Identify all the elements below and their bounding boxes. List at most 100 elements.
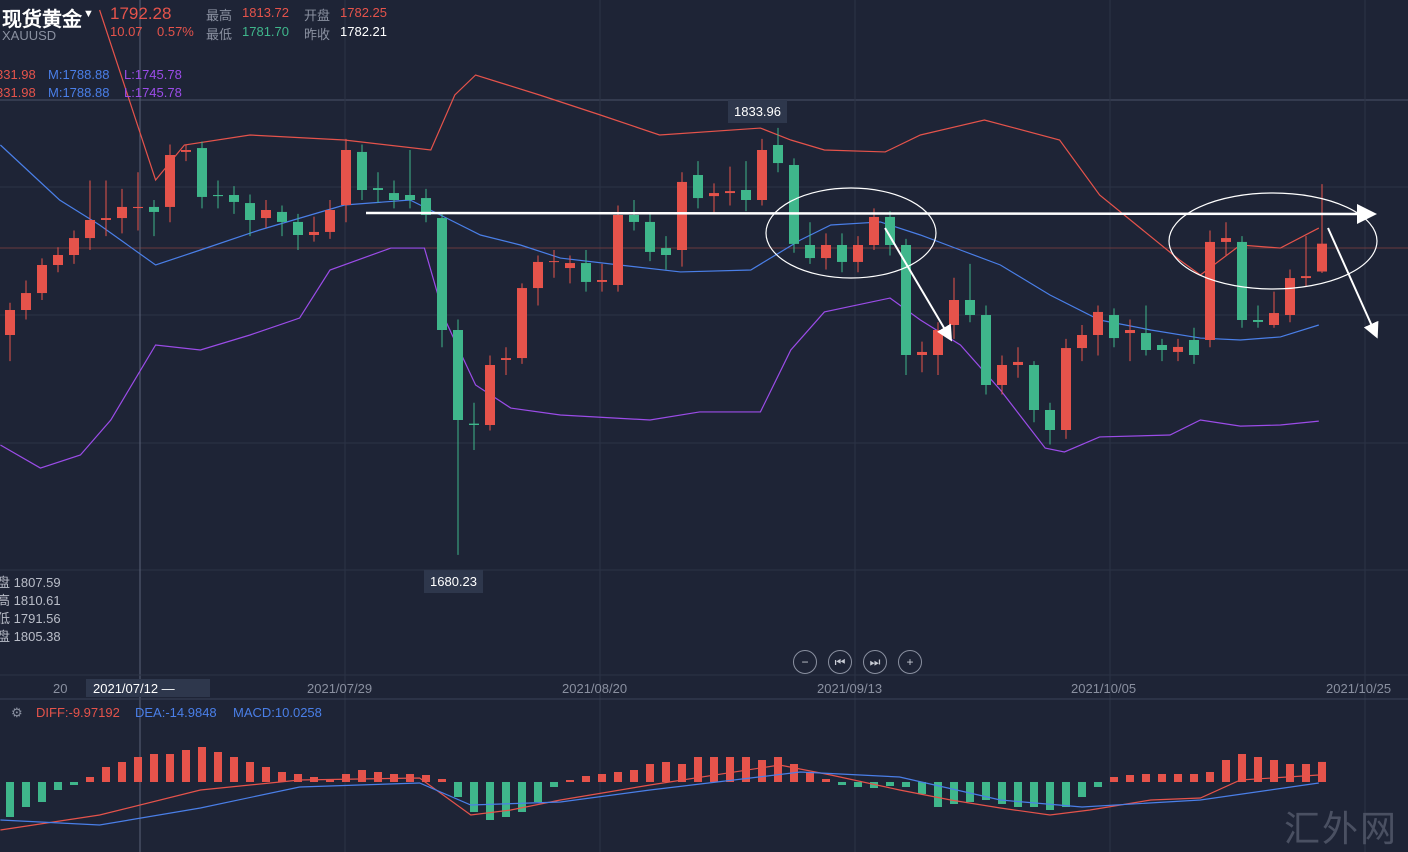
candle [501,347,511,375]
candle-body [517,288,527,359]
macd-bar [822,779,830,782]
candle [1221,222,1231,256]
candle [773,127,783,173]
macd-bar [1110,777,1118,782]
boll-upper-line [99,9,1320,276]
macd-bar [758,760,766,782]
candle [1077,325,1087,362]
candle [325,200,335,239]
candle [1141,305,1151,356]
candle-body [997,365,1007,385]
candle [1237,236,1247,328]
macd-bar [1238,754,1246,782]
macd-bar [118,762,126,782]
candle [5,302,15,362]
macd-bar [518,782,526,812]
zoom-out-button[interactable]: − [793,650,817,674]
open-label: 开盘 [304,8,331,23]
macd-bar [70,782,78,785]
candle [677,172,687,267]
candle [533,255,543,306]
candle [1253,305,1263,328]
hover-ohlc-row: 高 1810.61 [0,593,61,608]
down-arrow-1 [884,227,953,342]
candle [469,402,479,450]
macd-value: MACD:10.0258 [233,705,322,720]
candle-body [197,148,207,197]
candle [37,258,47,300]
macd-bar [422,775,430,782]
boll-mid-line [0,144,1319,341]
price-change: 10.07 [110,24,143,39]
settings-gear-icon[interactable]: ⚙ [11,705,23,720]
hover-ohlc-row: 盘 1807.59 [0,575,61,590]
diff-line [0,764,1319,831]
candle-body [53,255,63,265]
candle-body [437,218,447,330]
boll-mid-value: M:1788.88 [48,85,110,100]
scroll-back-button[interactable]: ⏮ [828,650,852,674]
macd-bar [1094,782,1102,787]
candle [1189,327,1199,364]
candle [789,158,799,253]
candle-body [661,248,671,255]
candle [149,200,159,237]
open-value: 1782.25 [340,5,387,20]
zoom-in-button[interactable]: + [898,650,922,674]
candle-body [1253,320,1263,322]
instrument-name[interactable]: 现货黄金 [2,9,82,31]
resistance-arrow [365,203,1377,224]
candle-body [885,216,895,245]
candle [837,233,847,273]
candle-body [5,310,15,335]
candle-body [597,280,607,282]
macd-bar [582,776,590,782]
macd-bar [710,757,718,782]
candle-body [1013,361,1023,365]
candle-body [757,150,767,200]
candle [1045,402,1055,445]
candle [1029,361,1039,423]
scroll-forward-button[interactable]: ⏭ [863,650,887,674]
dropdown-caret-icon[interactable]: ▼ [83,8,94,20]
macd-bar [902,782,910,787]
boll-lower-value: L:1745.78 [124,85,182,100]
macd-bar [982,782,990,800]
candle [757,138,767,206]
bollinger-bands [0,9,1320,469]
candle [645,213,655,262]
macd-bar [998,782,1006,804]
candle [117,188,127,234]
candle [997,355,1007,395]
candle-body [293,221,303,235]
candle [821,233,831,270]
macd-bar [918,782,926,794]
annotations [365,187,1379,342]
candle [853,236,863,273]
macd-bar [726,757,734,782]
macd-bar [486,782,494,820]
candle-body [485,365,495,425]
macd-bar [294,774,302,782]
macd-bar [358,770,366,782]
macd-bar [646,764,654,782]
candle [565,255,575,284]
candle [197,141,207,209]
candle [485,355,495,431]
macd-bar [374,772,382,782]
candle [453,319,463,555]
candle [917,341,927,373]
candle [709,183,719,214]
candle-body [261,210,271,219]
candle [213,180,223,209]
candle [629,200,639,231]
macd-bar [1270,760,1278,782]
candle [613,205,623,292]
macd-bar [1174,774,1182,782]
candle-body [869,216,879,245]
hover-ohlc-row: 盘 1805.38 [0,629,61,644]
candle-body [389,193,399,200]
boll-lower-value: L:1745.78 [124,67,182,82]
candle [405,150,415,209]
